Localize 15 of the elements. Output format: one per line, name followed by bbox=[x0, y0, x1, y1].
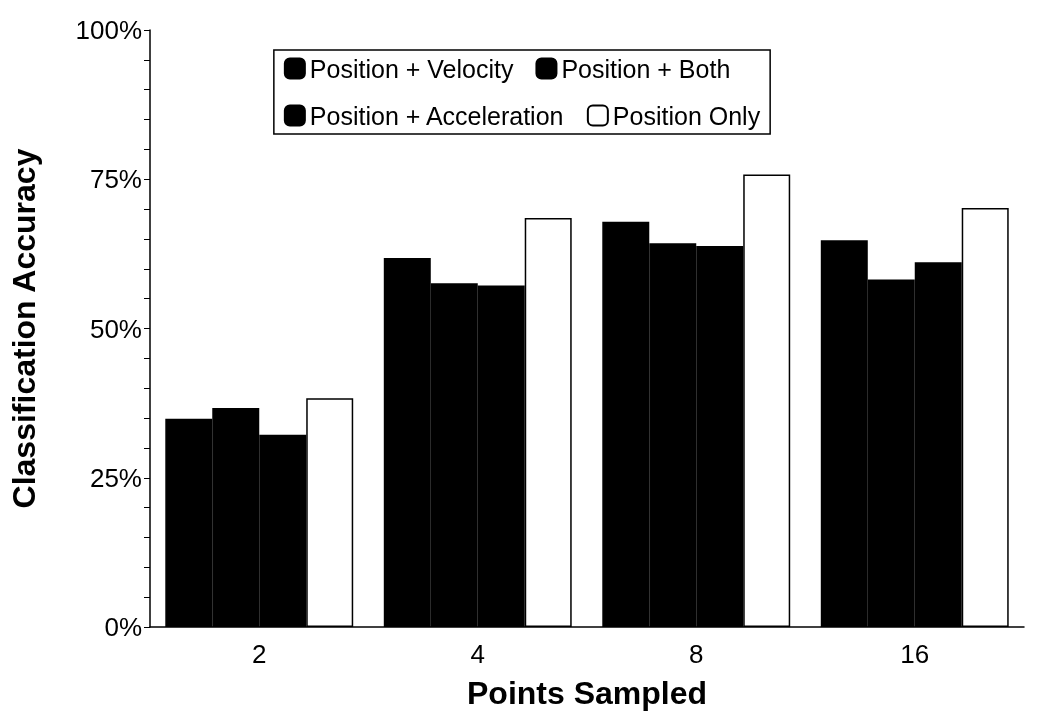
x-tick-label: 4 bbox=[470, 639, 485, 669]
x-tick-label: 2 bbox=[252, 639, 267, 669]
y-tick-label: 100% bbox=[75, 15, 142, 45]
x-tick-label: 8 bbox=[689, 639, 704, 669]
legend-label: Position Only bbox=[612, 101, 761, 130]
y-tick-label: 0% bbox=[104, 612, 142, 642]
y-tick-label: 75% bbox=[89, 164, 142, 195]
legend-label: Position + Velocity bbox=[309, 54, 514, 83]
x-tick-label: 16 bbox=[900, 639, 930, 669]
y-tick-label: 50% bbox=[89, 313, 142, 344]
y-axis-title: Classification Accuracy bbox=[6, 148, 42, 509]
y-tick-label: 25% bbox=[89, 462, 142, 493]
legend-label: Position + Acceleration bbox=[309, 101, 564, 130]
legend-label: Position + Both bbox=[561, 54, 731, 83]
x-axis-title: Points Sampled bbox=[466, 675, 708, 711]
